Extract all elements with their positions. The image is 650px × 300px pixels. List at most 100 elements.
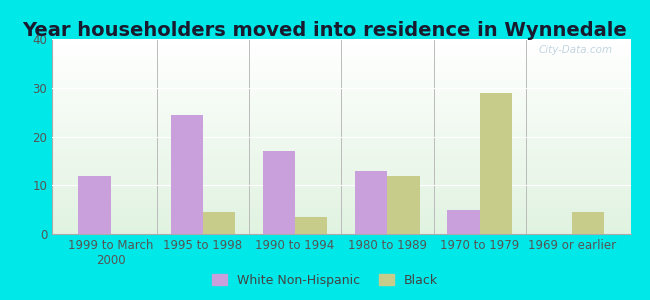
Bar <box>52 167 630 168</box>
Bar <box>52 94 630 95</box>
Bar <box>387 176 420 234</box>
Bar <box>52 204 630 205</box>
Bar <box>52 95 630 97</box>
Bar <box>52 43 630 44</box>
Bar <box>52 168 630 169</box>
Bar <box>52 111 630 112</box>
Bar <box>52 71 630 72</box>
Bar <box>52 99 630 101</box>
Bar <box>52 186 630 187</box>
Bar <box>52 218 630 219</box>
Bar <box>52 117 630 118</box>
Bar <box>52 128 630 129</box>
Bar <box>52 160 630 161</box>
Bar <box>52 122 630 123</box>
Bar <box>52 225 630 226</box>
Bar <box>52 44 630 45</box>
Bar <box>52 151 630 152</box>
Bar <box>52 175 630 176</box>
Bar <box>52 155 630 156</box>
Bar <box>52 116 630 117</box>
Bar <box>52 179 630 180</box>
Bar <box>355 171 387 234</box>
Bar <box>52 69 630 70</box>
Bar <box>52 63 630 64</box>
Bar <box>52 51 630 52</box>
Bar <box>52 185 630 186</box>
Bar <box>52 146 630 147</box>
Bar <box>52 178 630 179</box>
Bar <box>52 75 630 76</box>
Bar <box>52 110 630 111</box>
Bar <box>52 68 630 69</box>
Bar <box>52 149 630 150</box>
Bar <box>78 176 111 234</box>
Bar <box>52 165 630 166</box>
Bar <box>52 106 630 107</box>
Bar <box>52 143 630 144</box>
Bar <box>52 76 630 77</box>
Bar <box>52 74 630 75</box>
Bar <box>52 47 630 48</box>
Bar <box>52 108 630 109</box>
Bar <box>52 134 630 136</box>
Bar <box>52 98 630 100</box>
Text: Year householders moved into residence in Wynnedale: Year householders moved into residence i… <box>23 21 627 40</box>
Bar <box>52 54 630 55</box>
Legend: White Non-Hispanic, Black: White Non-Hispanic, Black <box>208 270 442 291</box>
Bar <box>52 86 630 87</box>
Bar <box>52 163 630 164</box>
Bar <box>52 148 630 149</box>
Bar <box>52 41 630 42</box>
Bar <box>52 49 630 50</box>
Bar <box>52 169 630 170</box>
Bar <box>52 173 630 175</box>
Bar <box>170 115 203 234</box>
Bar <box>52 45 630 46</box>
Bar <box>52 187 630 188</box>
Bar <box>52 118 630 119</box>
Bar <box>52 194 630 195</box>
Bar <box>52 115 630 116</box>
Bar <box>52 176 630 177</box>
Bar <box>52 228 630 229</box>
Bar <box>52 193 630 194</box>
Bar <box>52 227 630 228</box>
Bar <box>52 84 630 85</box>
Bar <box>52 62 630 63</box>
Bar <box>52 88 630 89</box>
Bar <box>52 164 630 165</box>
Bar <box>52 112 630 113</box>
Bar <box>52 154 630 155</box>
Bar <box>52 211 630 212</box>
Bar <box>52 130 630 132</box>
Bar <box>52 104 630 105</box>
Bar <box>52 113 630 114</box>
Bar <box>52 157 630 158</box>
Bar <box>52 90 630 91</box>
Bar <box>52 198 630 199</box>
Bar <box>52 80 630 81</box>
Bar <box>52 105 630 106</box>
Bar <box>52 129 630 130</box>
Bar <box>52 182 630 183</box>
Bar <box>52 83 630 84</box>
Bar <box>52 59 630 60</box>
Bar <box>52 91 630 92</box>
Bar <box>52 109 630 110</box>
Bar <box>52 230 630 231</box>
Bar <box>52 140 630 141</box>
Bar <box>52 206 630 207</box>
Bar <box>52 132 630 133</box>
Bar <box>52 145 630 146</box>
Bar <box>52 180 630 181</box>
Bar <box>52 161 630 162</box>
Bar <box>52 202 630 203</box>
Bar <box>52 217 630 218</box>
Bar <box>52 199 630 200</box>
Bar <box>52 209 630 210</box>
Bar <box>52 159 630 160</box>
Bar <box>52 226 630 227</box>
Bar <box>52 103 630 104</box>
Bar <box>52 200 630 201</box>
